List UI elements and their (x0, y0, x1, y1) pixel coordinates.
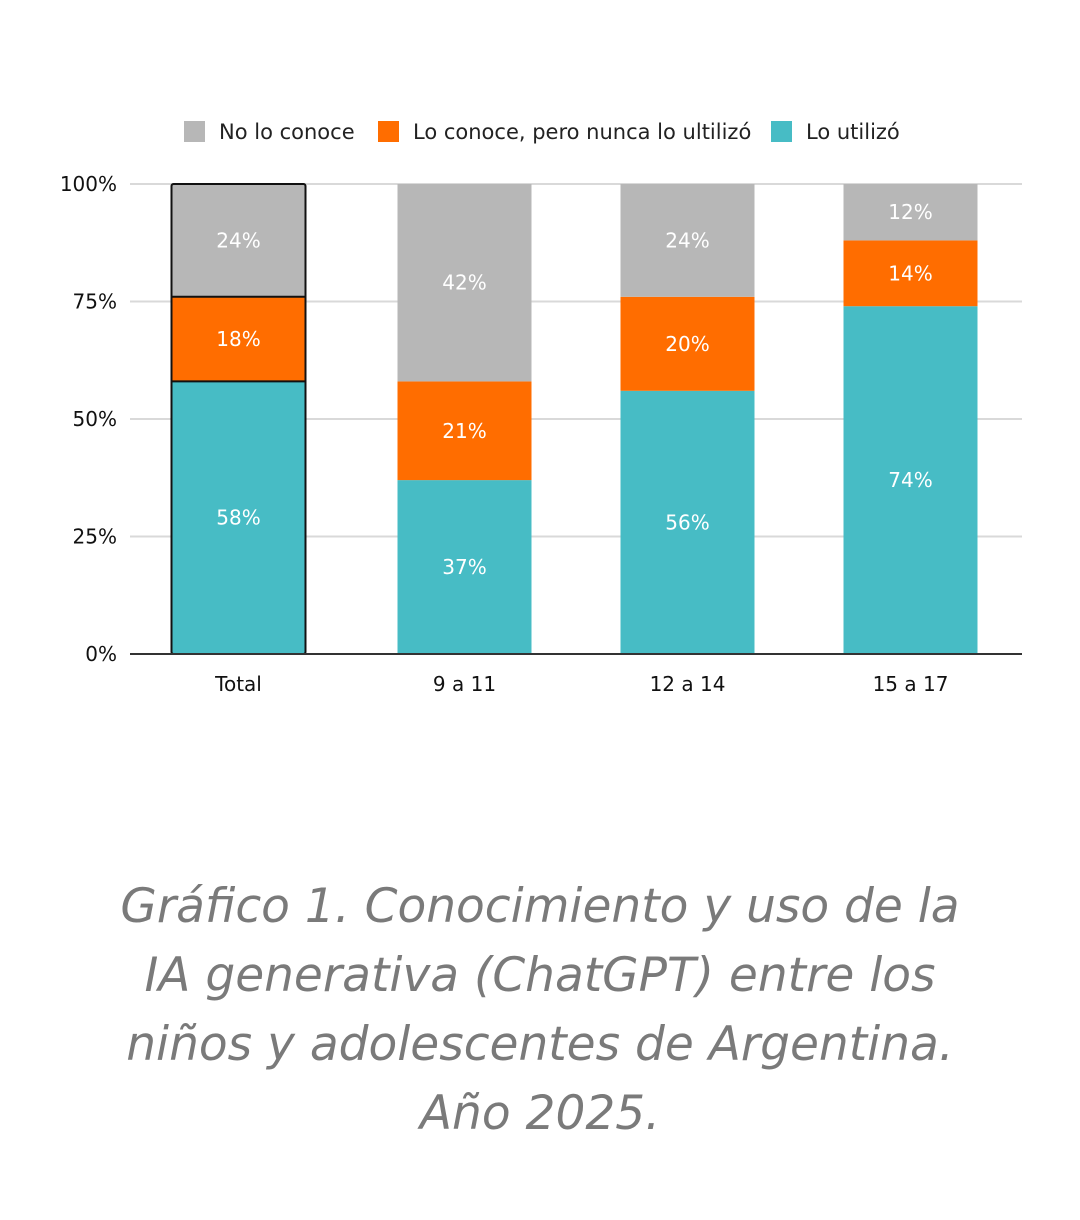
data-label-no-lo-conoce-9-a-11: 42% (442, 271, 486, 295)
y-tick-label-0: 0% (85, 642, 117, 666)
bar-no-lo-conoce-12-a-14 (620, 184, 755, 297)
data-label-lo-conoce-pero-nunca-lo-ultilizo-9-a-11: 21% (442, 419, 486, 443)
chart-area: 0% 25% 50% 75% 100% 58% 18% 24% Total 37% 21% 42% 9 … (60, 120, 1022, 696)
bar-lo-utilizo-total (171, 381, 306, 654)
data-label-lo-utilizo-12-a-14: 56% (665, 510, 709, 534)
x-tick-label-9-a-11: 9 a 11 (433, 672, 496, 696)
data-label-lo-conoce-pero-nunca-lo-ultilizo-15-a-17: 14% (888, 261, 932, 285)
legend-swatch-lo-utilizo (771, 121, 792, 142)
bar-lo-utilizo-12-a-14 (620, 390, 755, 654)
x-tick-label-12-a-14: 12 a 14 (650, 672, 726, 696)
legend-label-lo-utilizo: Lo utilizó (806, 120, 900, 144)
bar-lo-conoce-pero-nunca-lo-ultilizo-12-a-14 (620, 296, 755, 391)
data-label-no-lo-conoce-15-a-17: 12% (888, 200, 932, 224)
x-tick-label-15-a-17: 15 a 17 (873, 672, 949, 696)
data-label-lo-conoce-pero-nunca-lo-ultilizo-total: 18% (216, 327, 260, 351)
legend-label-lo-conoce-pero-nunca-lo-ultilizo: Lo conoce, pero nunca lo ultilizó (413, 120, 751, 144)
y-tick-label-50: 50% (73, 407, 117, 431)
data-label-lo-utilizo-total: 58% (216, 506, 260, 530)
data-label-lo-utilizo-15-a-17: 74% (888, 468, 932, 492)
data-label-no-lo-conoce-12-a-14: 24% (665, 228, 709, 252)
bar-no-lo-conoce-9-a-11 (397, 184, 532, 382)
bar-no-lo-conoce-total (171, 184, 306, 297)
legend-swatch-lo-conoce-pero-nunca-lo-ultilizo (378, 121, 399, 142)
bar-lo-conoce-pero-nunca-lo-ultilizo-9-a-11 (397, 381, 532, 481)
legend-label-no-lo-conoce: No lo conoce (219, 120, 355, 144)
bar-lo-conoce-pero-nunca-lo-ultilizo-total (171, 296, 306, 382)
bar-lo-conoce-pero-nunca-lo-ultilizo-15-a-17 (843, 240, 978, 307)
chart-caption: Gráfico 1. Conocimiento y uso de la IA g… (120, 879, 960, 1141)
legend-swatch-no-lo-conoce (184, 121, 205, 142)
bar-no-lo-conoce-15-a-17 (843, 184, 978, 241)
data-label-lo-utilizo-9-a-11: 37% (442, 555, 486, 579)
stacked-bar-chart: 0% 25% 50% 75% 100% 58% 18% 24% Total 37% 21% 42% 9 … (60, 120, 1022, 696)
y-tick-label-75: 75% (73, 290, 117, 314)
data-label-no-lo-conoce-total: 24% (216, 228, 260, 252)
bar-lo-utilizo-15-a-17 (843, 306, 978, 654)
y-tick-label-100: 100% (60, 172, 117, 196)
data-label-lo-conoce-pero-nunca-lo-ultilizo-12-a-14: 20% (665, 332, 709, 356)
y-tick-label-25: 25% (73, 525, 117, 549)
bar-lo-utilizo-9-a-11 (397, 480, 532, 654)
x-tick-label-total: Total (214, 672, 262, 696)
